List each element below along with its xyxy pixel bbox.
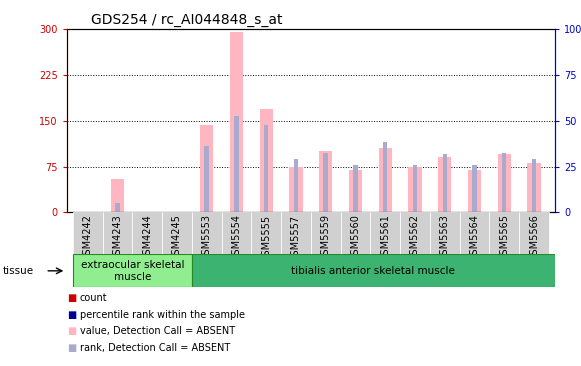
FancyBboxPatch shape xyxy=(192,212,221,254)
FancyBboxPatch shape xyxy=(400,212,430,254)
FancyBboxPatch shape xyxy=(132,212,162,254)
Bar xyxy=(472,165,477,212)
FancyBboxPatch shape xyxy=(192,254,555,287)
Bar xyxy=(260,109,273,212)
Bar xyxy=(200,125,213,212)
FancyBboxPatch shape xyxy=(370,212,400,254)
Bar xyxy=(324,153,328,212)
Bar xyxy=(319,151,332,212)
Text: rank, Detection Call = ABSENT: rank, Detection Call = ABSENT xyxy=(80,343,230,353)
Text: GSM5563: GSM5563 xyxy=(440,214,450,261)
Text: GSM5562: GSM5562 xyxy=(410,214,420,261)
Text: ■: ■ xyxy=(67,310,76,320)
FancyBboxPatch shape xyxy=(73,212,102,254)
FancyBboxPatch shape xyxy=(311,212,340,254)
Bar xyxy=(349,169,362,212)
FancyBboxPatch shape xyxy=(162,212,192,254)
Text: count: count xyxy=(80,293,107,303)
Text: GSM5565: GSM5565 xyxy=(499,214,510,261)
Bar xyxy=(234,116,239,212)
Text: value, Detection Call = ABSENT: value, Detection Call = ABSENT xyxy=(80,326,235,336)
FancyBboxPatch shape xyxy=(73,254,192,287)
Bar xyxy=(229,32,243,212)
Text: GSM5561: GSM5561 xyxy=(380,214,390,261)
Text: GSM5564: GSM5564 xyxy=(469,214,479,261)
Text: GSM4242: GSM4242 xyxy=(83,214,92,261)
Text: GSM5557: GSM5557 xyxy=(291,214,301,262)
Bar xyxy=(443,154,447,212)
Bar xyxy=(264,125,268,212)
Text: GSM4244: GSM4244 xyxy=(142,214,152,261)
FancyBboxPatch shape xyxy=(102,212,132,254)
Text: GDS254 / rc_AI044848_s_at: GDS254 / rc_AI044848_s_at xyxy=(91,13,283,27)
Text: ■: ■ xyxy=(67,343,76,353)
Bar xyxy=(289,167,303,212)
Text: GSM5559: GSM5559 xyxy=(321,214,331,261)
FancyBboxPatch shape xyxy=(252,212,281,254)
FancyBboxPatch shape xyxy=(221,212,252,254)
Text: extraocular skeletal
muscle: extraocular skeletal muscle xyxy=(81,260,184,282)
FancyBboxPatch shape xyxy=(519,212,549,254)
Bar xyxy=(438,157,451,212)
FancyBboxPatch shape xyxy=(281,212,311,254)
Bar xyxy=(528,164,541,212)
Bar xyxy=(205,146,209,212)
Text: GSM5554: GSM5554 xyxy=(231,214,242,261)
FancyBboxPatch shape xyxy=(460,212,489,254)
Text: GSM5555: GSM5555 xyxy=(261,214,271,262)
Bar xyxy=(383,142,388,212)
Text: ■: ■ xyxy=(67,326,76,336)
Text: GSM4243: GSM4243 xyxy=(112,214,123,261)
Bar xyxy=(408,167,422,212)
Bar xyxy=(379,148,392,212)
FancyBboxPatch shape xyxy=(489,212,519,254)
Bar xyxy=(353,165,358,212)
Text: tissue: tissue xyxy=(3,266,34,276)
Bar xyxy=(532,158,536,212)
Bar xyxy=(502,153,507,212)
Text: GSM5553: GSM5553 xyxy=(202,214,211,261)
Text: GSM5560: GSM5560 xyxy=(350,214,360,261)
Bar xyxy=(294,158,298,212)
Text: GSM5566: GSM5566 xyxy=(529,214,539,261)
Bar xyxy=(115,203,120,212)
Bar xyxy=(413,165,417,212)
Text: percentile rank within the sample: percentile rank within the sample xyxy=(80,310,245,320)
Bar xyxy=(497,154,511,212)
Text: tibialis anterior skeletal muscle: tibialis anterior skeletal muscle xyxy=(292,266,456,276)
Bar xyxy=(111,179,124,212)
FancyBboxPatch shape xyxy=(340,212,370,254)
Text: ■: ■ xyxy=(67,293,76,303)
Text: GSM4245: GSM4245 xyxy=(172,214,182,261)
FancyBboxPatch shape xyxy=(430,212,460,254)
Bar xyxy=(468,169,481,212)
